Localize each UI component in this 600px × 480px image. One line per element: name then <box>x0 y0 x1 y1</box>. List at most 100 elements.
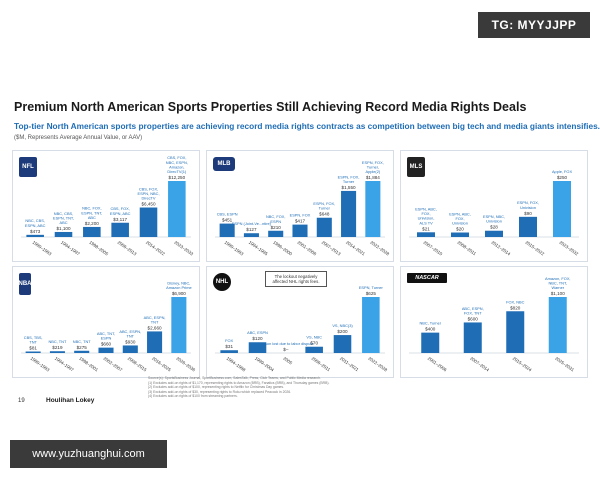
bar <box>83 226 101 237</box>
partner-label: ESPN, FOX, Turner, Apple(2) <box>362 160 384 174</box>
value-label: $1,100 <box>56 226 70 231</box>
value-label: $210 <box>271 225 282 230</box>
value-label: $219 <box>52 345 63 350</box>
category-label: 1990–1993 <box>224 240 245 257</box>
watermark-top: TG: MYYJJPP <box>478 12 590 38</box>
value-label: $3,117 <box>113 217 127 222</box>
value-label: $1,884 <box>366 175 380 180</box>
partner-label: FOX <box>225 338 233 343</box>
bar <box>98 347 114 353</box>
value-label: $28 <box>490 225 498 230</box>
category-label: 2015–2024 <box>512 356 533 373</box>
bar <box>292 224 308 237</box>
partner-label: VS, NBC <box>306 335 322 340</box>
bar <box>333 335 352 353</box>
bar <box>220 350 238 353</box>
value-label: $200 <box>337 329 348 334</box>
footer-brand: Houlihan Lokey <box>46 397 95 404</box>
source-line: (1) Excludes add-on rights of $1,170, re… <box>148 380 330 385</box>
source-line: (3) Excludes add-on rights of $30, repre… <box>148 389 292 394</box>
value-label: $417 <box>295 219 306 224</box>
value-label: $250 <box>557 175 568 180</box>
category-label: 2016–2025 <box>151 356 172 373</box>
partner-label: NBC, FOX, ESPN <box>266 214 285 224</box>
chart-panel-mlb: MLB $451 CBS, ESPN 1990–1993 $127 ESPN (Join… <box>206 150 394 262</box>
category-label: 2022–2028 <box>367 356 388 373</box>
nhl-logo-icon: NHL <box>213 273 231 291</box>
chart-panel-mls: MLS $21 ESPN, ABC, FOX, Univision, ALS TV 200… <box>400 150 588 262</box>
nfl-logo-icon: NFL <box>19 157 37 177</box>
value-label: $90 <box>524 211 532 216</box>
value-label: $12,250 <box>169 175 186 180</box>
footer-sources: Source(s): SportsBusiness Journal, Sport… <box>148 376 428 399</box>
source-line: Source(s): SportsBusiness Journal, Sport… <box>148 376 321 380</box>
partner-label: Disney, NBC, Amazon Prime <box>166 280 192 290</box>
bar <box>168 181 186 237</box>
value-label: $660 <box>101 342 112 347</box>
category-label: 2014–2022 <box>145 240 166 257</box>
source-line: (2) Excludes add-on rights of $100, repr… <box>148 385 285 390</box>
value-label: $648 <box>319 212 330 217</box>
category-label: 2026–2036 <box>175 356 196 373</box>
bar <box>147 331 163 353</box>
bar <box>553 181 571 237</box>
value-label: $81 <box>29 346 37 351</box>
value-label: $70 <box>310 341 318 346</box>
category-label: 2022–2028 <box>369 240 390 257</box>
bar <box>463 322 482 353</box>
bar <box>341 190 357 237</box>
partner-label: FOX, NBC <box>506 299 525 304</box>
partner-label: ESPN, ABC, FOX, Univision <box>449 211 471 225</box>
value-label: $20 <box>456 227 464 232</box>
bar <box>54 231 73 237</box>
value-label: $1,100 <box>551 291 565 296</box>
value-label: $– <box>283 347 289 352</box>
category-label: 2005 <box>282 356 293 366</box>
category-label: 1990–1993 <box>30 356 51 373</box>
bar <box>365 181 381 237</box>
value-label: $625 <box>366 291 377 296</box>
partner-label: ESPN, Turner <box>359 285 384 290</box>
chart-panel-nascar: NASCAR $400 NBC, Turner 2001–2006 $600 ABC, … <box>400 266 588 378</box>
category-label: 1990–1993 <box>32 240 53 257</box>
category-label: 2025–2031 <box>554 356 575 373</box>
partner-label: Season lost due to labor dispute <box>258 341 314 346</box>
partner-label: ESPN, FOX, Univision <box>517 200 539 210</box>
page-subtitle: Top-tier North American sports propertie… <box>14 121 600 131</box>
mlb-logo-icon: MLB <box>213 157 235 171</box>
category-label: 2015–2022 <box>524 240 545 257</box>
partner-label: NBC, TNT <box>73 339 91 344</box>
bar <box>74 350 90 353</box>
bar <box>171 297 187 353</box>
category-label: 2014–2021 <box>345 240 366 257</box>
category-label: 2006–2013 <box>117 240 138 257</box>
category-label: 1998–2001 <box>78 356 99 373</box>
bar <box>268 230 284 237</box>
category-label: 2012–2014 <box>490 240 511 257</box>
partner-label: CBS, FOX, NBC, ESPN, Amazon, DirecTV(1) <box>166 155 188 174</box>
partner-label: CBS, ESPN <box>217 212 238 217</box>
bar <box>25 351 41 353</box>
nba-logo-icon: NBA <box>19 273 32 295</box>
units-note: ($M, Represents Average Annual Value, or… <box>14 135 143 141</box>
value-label: $2,660 <box>148 325 162 330</box>
partner-label: ESPN, FOX, Turner <box>313 201 335 211</box>
bar <box>519 216 537 237</box>
category-label: 2001–2006 <box>296 240 317 257</box>
value-label: $451 <box>222 218 233 223</box>
chart-panel-nhl: NHL $31 FOX 1994–1998 $120 ABC, ESPN 1999–200… <box>206 266 394 378</box>
value-label: $6,900 <box>172 291 186 296</box>
page-title: Premium North American Sports Properties… <box>14 100 527 114</box>
watermark-bottom: www.yuzhuanghui.com <box>10 440 167 468</box>
value-label: $400 <box>425 327 436 332</box>
bar <box>219 223 235 237</box>
partner-label: CBS, TBS, TNT <box>24 335 43 345</box>
category-label: 2002–2007 <box>102 356 123 373</box>
partner-label: ABC, ESPN, TNT <box>144 315 166 325</box>
partner-label: CBS, FOX, ESPN, ABC <box>110 206 131 216</box>
mls-logo-icon: MLS <box>407 157 425 177</box>
